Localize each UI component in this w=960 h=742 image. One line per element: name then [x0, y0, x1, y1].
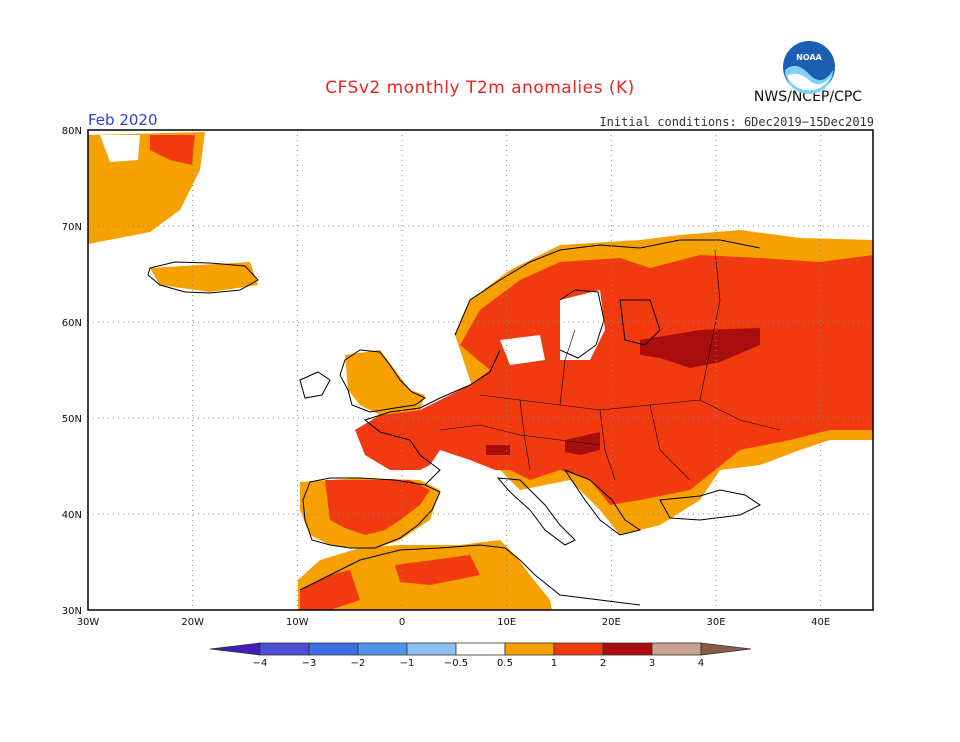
colorbar: −4 −3 −2 −1 −0.5 0.5 1 2 3 4 [209, 642, 752, 669]
greenland-red [150, 135, 195, 165]
lon-label: 20E [602, 617, 621, 628]
lat-label: 80N [62, 126, 82, 137]
anomaly-shading [88, 132, 873, 610]
colorbar-label: −0.5 [444, 658, 468, 669]
colorbar-arrow-low [209, 642, 261, 656]
colorbar-segment [602, 642, 653, 656]
colorbar-label: 1 [551, 658, 557, 669]
longitude-labels: 30W 20W 10W 0 10E 20E 30E 40E [77, 617, 831, 628]
europe-red [355, 255, 873, 505]
uk-orange [345, 350, 425, 415]
russia-darkred [640, 328, 760, 368]
gridlines [88, 130, 873, 610]
noaa-logo: NOAA [782, 40, 836, 98]
logo-text: NOAA [796, 53, 822, 62]
coastlines [147, 239, 761, 606]
colorbar-segment [553, 642, 604, 656]
agency-label: NWS/NCEP/CPC [753, 89, 863, 105]
lon-label: 10W [286, 617, 309, 628]
map-frame [87, 129, 874, 611]
colorbar-segment [504, 642, 555, 656]
colorbar-label: 3 [649, 658, 655, 669]
map-title: CFSv2 monthly T2m anomalies (K) [325, 78, 635, 98]
latitude-labels: 80N 70N 60N 50N 40N 30N [62, 126, 82, 617]
lat-label: 60N [62, 318, 82, 329]
colorbar-label: −3 [302, 658, 317, 669]
forecast-month: Feb 2020 [88, 111, 158, 129]
colorbar-segment [308, 642, 359, 656]
lat-label: 40N [62, 510, 82, 521]
colorbar-segment [357, 642, 408, 656]
iceland-orange [150, 262, 258, 292]
colorbar-label: −1 [400, 658, 415, 669]
colorbar-segment [651, 642, 702, 656]
lat-label: 30N [62, 606, 82, 617]
lon-label: 30W [77, 617, 100, 628]
colorbar-label: 4 [698, 658, 704, 669]
colorbar-label: 2 [600, 658, 606, 669]
lat-label: 70N [62, 222, 82, 233]
colorbar-segment [455, 642, 506, 656]
colorbar-label: −2 [351, 658, 366, 669]
lon-label: 40E [811, 617, 830, 628]
iberia-red [325, 480, 430, 535]
lon-label: 10E [497, 617, 516, 628]
colorbar-label: −4 [253, 658, 268, 669]
colorbar-arrow-high [700, 642, 752, 656]
colorbar-segment [259, 642, 310, 656]
lon-label: 0 [399, 617, 405, 628]
africa-red [300, 570, 360, 610]
lon-label: 20W [181, 617, 204, 628]
colorbar-segment [406, 642, 457, 656]
colorbar-label: 0.5 [497, 658, 513, 669]
lat-label: 50N [62, 414, 82, 425]
lon-label: 30E [706, 617, 725, 628]
initial-conditions: Initial conditions: 6Dec2019−15Dec2019 [599, 115, 874, 129]
